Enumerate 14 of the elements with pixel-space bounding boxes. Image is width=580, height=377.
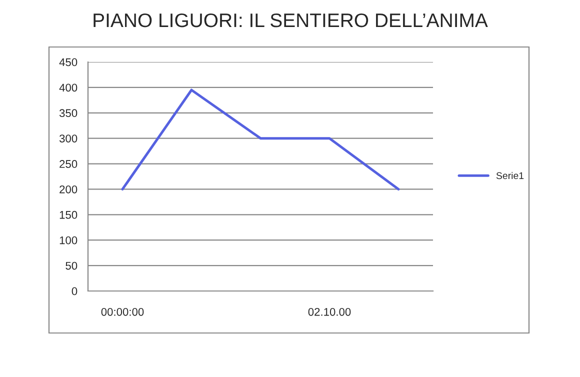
y-tick-label: 350 [59, 109, 78, 118]
x-tick-label: 02.10.00 [308, 308, 351, 316]
chart-title: PIANO LIGUORI: IL SENTIERO DELL’ANIMA [94, 13, 488, 28]
legend-label: Serie1 [496, 172, 524, 180]
y-tick-label: 50 [66, 262, 78, 270]
y-tick-label: 400 [59, 84, 78, 92]
y-tick-label: 450 [59, 58, 78, 66]
x-tick-label: 00:00:00 [101, 308, 144, 316]
y-tick-label: 150 [60, 210, 78, 219]
y-tick-label: 250 [60, 160, 78, 168]
y-tick-label: 0 [72, 287, 78, 296]
y-tick-label: 200 [60, 185, 78, 194]
y-tick-label: 100 [60, 236, 78, 244]
y-tick-label: 300 [59, 134, 78, 142]
